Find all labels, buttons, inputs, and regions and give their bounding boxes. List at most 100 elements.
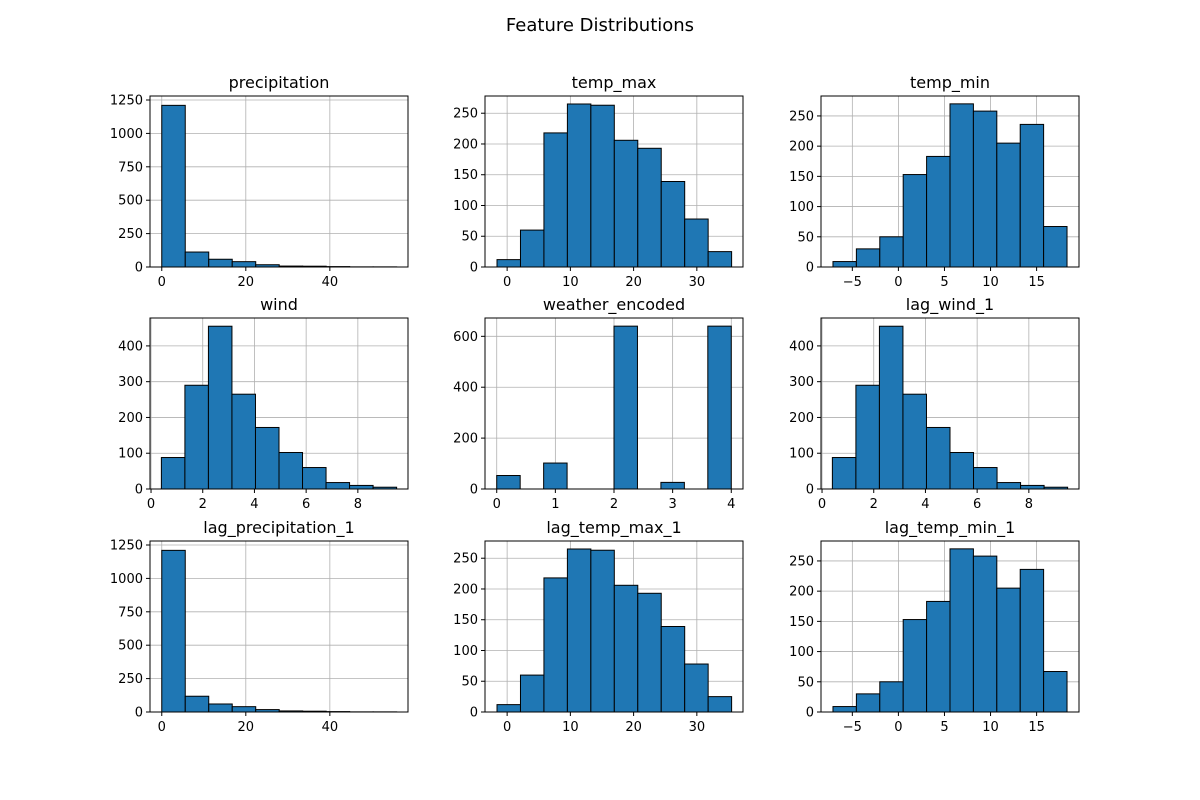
y-tick-label: 1000 bbox=[110, 127, 143, 142]
histogram-bar bbox=[832, 261, 857, 268]
histogram-bar bbox=[543, 132, 568, 268]
histogram-bar bbox=[496, 475, 521, 490]
y-tick-label: 150 bbox=[453, 168, 478, 183]
y-tick-label: 100 bbox=[789, 447, 814, 462]
histogram-bar bbox=[207, 325, 233, 490]
histogram-bar bbox=[208, 258, 233, 268]
histogram-bar bbox=[208, 703, 233, 713]
x-tick-label: 0 bbox=[818, 497, 826, 512]
histogram-bar bbox=[613, 139, 639, 268]
histogram-bar bbox=[590, 104, 615, 268]
axes-frame bbox=[149, 95, 409, 268]
histogram-panel-wind: 0 2 4 6 8 0 100 200 300 400 wind bbox=[118, 295, 409, 512]
histogram-bar bbox=[1043, 671, 1068, 713]
histogram-bar bbox=[543, 462, 568, 490]
histogram-bar bbox=[684, 218, 709, 268]
histogram-bar bbox=[543, 577, 568, 713]
x-tick-label: 15 bbox=[1028, 720, 1045, 735]
histogram-bar bbox=[590, 549, 615, 713]
x-tick-label: −5 bbox=[843, 275, 862, 290]
y-tick-label: 0 bbox=[806, 261, 814, 276]
y-tick-label: 1250 bbox=[110, 94, 143, 109]
panel-title: lag_temp_max_1 bbox=[546, 518, 681, 538]
y-tick-label: 0 bbox=[135, 261, 143, 276]
y-tick-label: 500 bbox=[118, 194, 143, 209]
panel-title: precipitation bbox=[229, 73, 330, 92]
x-tick-label: 4 bbox=[250, 497, 258, 512]
y-tick-label: 750 bbox=[118, 160, 143, 175]
histogram-bar bbox=[926, 155, 951, 268]
y-tick-label: 400 bbox=[118, 339, 143, 354]
panel-title: wind bbox=[260, 295, 298, 314]
x-tick-label: 0 bbox=[503, 275, 511, 290]
x-tick-label: 0 bbox=[503, 720, 511, 735]
histogram-bar bbox=[519, 674, 545, 713]
histogram-bar bbox=[231, 393, 256, 490]
histogram-bar bbox=[325, 482, 351, 490]
histogram-bar bbox=[996, 482, 1022, 490]
x-tick-label: 20 bbox=[238, 275, 255, 290]
x-tick-label: −5 bbox=[843, 720, 862, 735]
x-tick-label: 40 bbox=[322, 720, 339, 735]
y-tick-label: 200 bbox=[118, 411, 143, 426]
x-tick-label: 0 bbox=[147, 497, 155, 512]
panel-title: temp_max bbox=[572, 73, 657, 93]
panel-title: weather_encoded bbox=[543, 295, 685, 315]
histogram-bar bbox=[902, 174, 928, 268]
x-tick-label: 2 bbox=[870, 497, 878, 512]
histogram-bar bbox=[902, 393, 927, 490]
histogram-bar bbox=[684, 663, 709, 713]
x-tick-label: 4 bbox=[727, 497, 735, 512]
panel-title: lag_precipitation_1 bbox=[203, 518, 354, 538]
y-tick-label: 50 bbox=[797, 675, 814, 690]
x-tick-label: 1 bbox=[551, 497, 559, 512]
histogram-bar bbox=[496, 259, 521, 268]
x-tick-label: 20 bbox=[625, 720, 642, 735]
axes-frame bbox=[149, 317, 409, 490]
x-tick-label: 4 bbox=[921, 497, 929, 512]
histogram-bar bbox=[949, 103, 974, 268]
histogram-panel-weather-encoded: 0 1 2 3 4 0 200 400 600 weather_encoded bbox=[453, 295, 744, 512]
axes-frame bbox=[484, 540, 744, 713]
histogram-bar bbox=[231, 261, 257, 268]
panel-title: lag_temp_min_1 bbox=[885, 518, 1016, 538]
x-tick-label: 0 bbox=[493, 497, 501, 512]
histogram-bar bbox=[925, 426, 951, 490]
x-tick-label: 0 bbox=[894, 720, 902, 735]
y-tick-label: 250 bbox=[789, 554, 814, 569]
x-tick-label: 8 bbox=[1025, 497, 1033, 512]
histogram-bar bbox=[184, 384, 209, 490]
histogram-bar bbox=[1019, 123, 1045, 268]
panel-title: temp_min bbox=[910, 73, 990, 93]
histogram-bar bbox=[254, 426, 280, 490]
histogram-bar bbox=[660, 481, 685, 490]
x-tick-label: 2 bbox=[199, 497, 207, 512]
x-tick-label: 10 bbox=[562, 275, 579, 290]
y-tick-label: 500 bbox=[118, 639, 143, 654]
histogram-panel-precipitation: 0 20 40 0 250 500 750 1000 1250 precipitation bbox=[110, 73, 409, 290]
x-tick-label: 15 bbox=[1028, 275, 1045, 290]
y-tick-label: 100 bbox=[453, 199, 478, 214]
y-tick-label: 200 bbox=[453, 432, 478, 447]
y-tick-label: 100 bbox=[789, 200, 814, 215]
y-tick-label: 750 bbox=[118, 605, 143, 620]
y-tick-label: 50 bbox=[461, 675, 478, 690]
x-tick-label: 6 bbox=[302, 497, 310, 512]
histogram-bar bbox=[707, 325, 732, 490]
x-tick-label: 30 bbox=[689, 275, 706, 290]
histogram-bar bbox=[973, 467, 998, 490]
histogram-bar bbox=[660, 181, 686, 268]
histogram-bar bbox=[519, 229, 545, 268]
histogram-bar bbox=[972, 555, 998, 713]
histogram-bar bbox=[996, 587, 1021, 713]
x-tick-label: 10 bbox=[982, 275, 999, 290]
histogram-bar bbox=[566, 548, 592, 713]
y-tick-label: 100 bbox=[453, 644, 478, 659]
y-tick-label: 0 bbox=[135, 706, 143, 721]
histogram-bar bbox=[613, 584, 639, 713]
y-tick-label: 0 bbox=[135, 483, 143, 498]
panel-title: lag_wind_1 bbox=[906, 295, 994, 315]
histogram-bar bbox=[278, 452, 304, 490]
histogram-panel-lag-precipitation-1: 0 20 40 0 250 500 750 1000 1250 lag_precipitation… bbox=[110, 518, 409, 735]
